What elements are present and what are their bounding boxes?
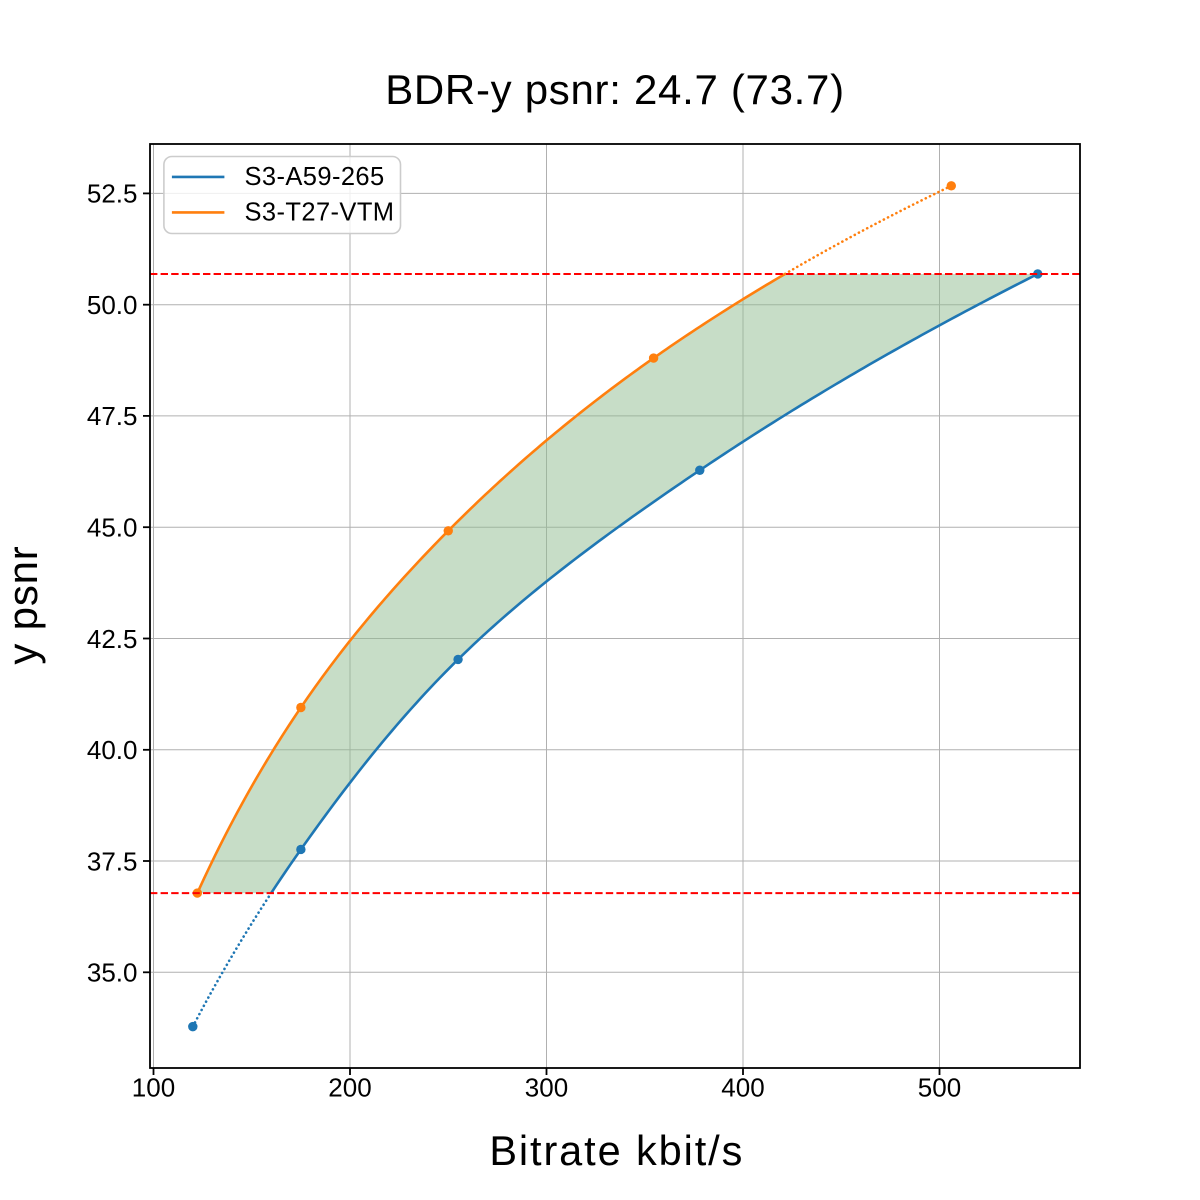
svg-text:100: 100	[132, 1073, 175, 1103]
svg-text:400: 400	[721, 1073, 764, 1103]
svg-text:BDR-y psnr: 24.7 (73.7): BDR-y psnr: 24.7 (73.7)	[385, 66, 845, 113]
svg-text:Bitrate kbit/s: Bitrate kbit/s	[489, 1127, 744, 1174]
svg-text:S3-T27-VTM: S3-T27-VTM	[245, 198, 395, 226]
svg-text:200: 200	[328, 1073, 371, 1103]
svg-text:35.0: 35.0	[87, 958, 138, 988]
svg-text:300: 300	[525, 1073, 568, 1103]
svg-text:500: 500	[918, 1073, 961, 1103]
svg-text:52.5: 52.5	[87, 179, 138, 209]
svg-text:50.0: 50.0	[87, 290, 138, 320]
svg-text:37.5: 37.5	[87, 846, 138, 876]
svg-text:47.5: 47.5	[87, 401, 138, 431]
svg-text:y psnr: y psnr	[0, 545, 46, 664]
svg-text:40.0: 40.0	[87, 735, 138, 765]
svg-text:42.5: 42.5	[87, 624, 138, 654]
svg-text:S3-A59-265: S3-A59-265	[245, 163, 385, 191]
svg-text:45.0: 45.0	[87, 513, 138, 543]
